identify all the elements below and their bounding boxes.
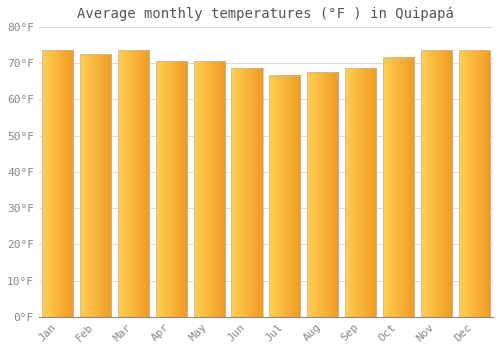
Bar bbox=[156, 61, 187, 317]
Bar bbox=[421, 50, 452, 317]
Bar bbox=[383, 58, 414, 317]
Bar bbox=[118, 50, 149, 317]
Bar bbox=[270, 76, 300, 317]
Bar bbox=[42, 50, 74, 317]
Bar bbox=[194, 61, 224, 317]
Bar bbox=[232, 69, 262, 317]
Bar bbox=[345, 69, 376, 317]
Bar bbox=[80, 54, 111, 317]
Bar bbox=[307, 72, 338, 317]
Title: Average monthly temperatures (°F ) in Quipapá: Average monthly temperatures (°F ) in Qu… bbox=[78, 7, 454, 21]
Bar bbox=[458, 50, 490, 317]
